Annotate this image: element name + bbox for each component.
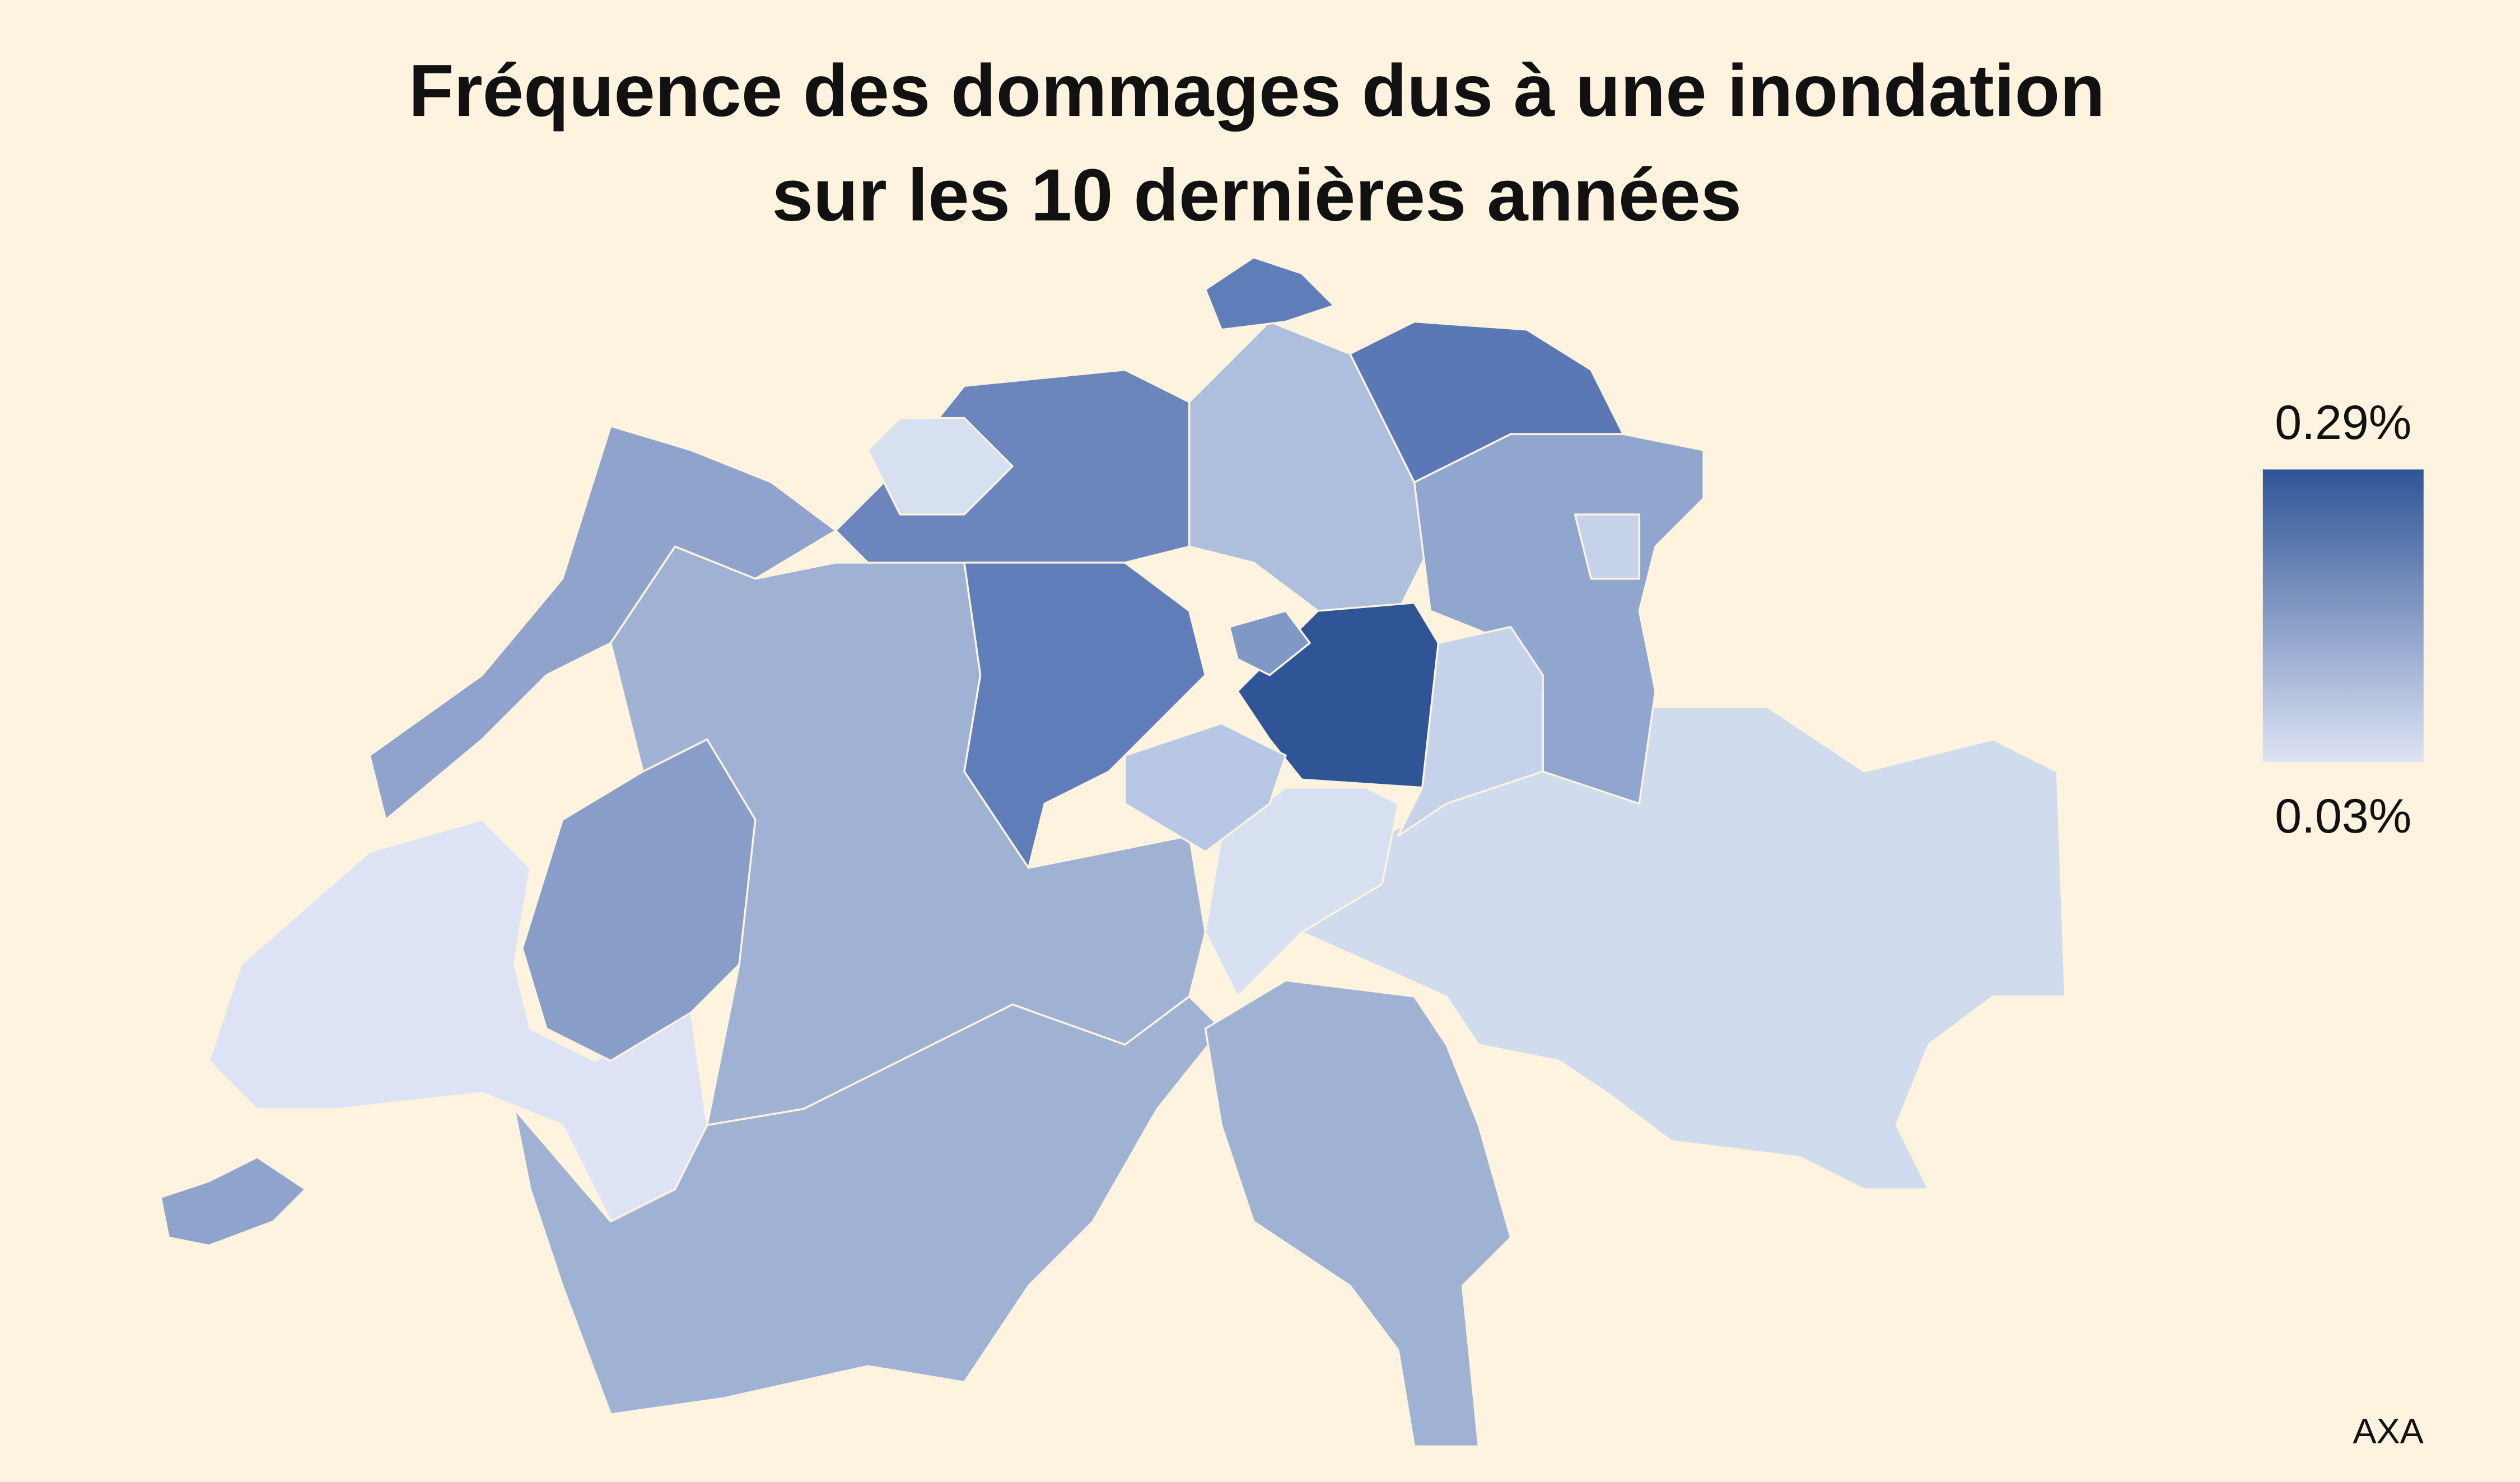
canton — [867, 417, 1014, 516]
canton — [963, 562, 1207, 869]
canton — [1204, 256, 1335, 331]
legend-max-label: 0.29% — [2275, 396, 2411, 450]
title-line: sur les 10 dernières années — [772, 153, 1742, 236]
canton-map — [160, 256, 2066, 1448]
title-line: Fréquence des dommages dus à une inondat… — [409, 49, 2105, 132]
canton — [160, 1156, 307, 1247]
color-scale — [2262, 469, 2424, 762]
legend-min-label: 0.03% — [2275, 789, 2411, 843]
canton — [1204, 979, 1512, 1448]
canton — [1574, 513, 1641, 580]
canton — [1228, 610, 1311, 676]
canton — [368, 425, 837, 821]
canton — [1124, 722, 1287, 853]
source: AXA — [2353, 1412, 2423, 1451]
canton — [1397, 626, 1544, 837]
canton — [513, 995, 1222, 1415]
